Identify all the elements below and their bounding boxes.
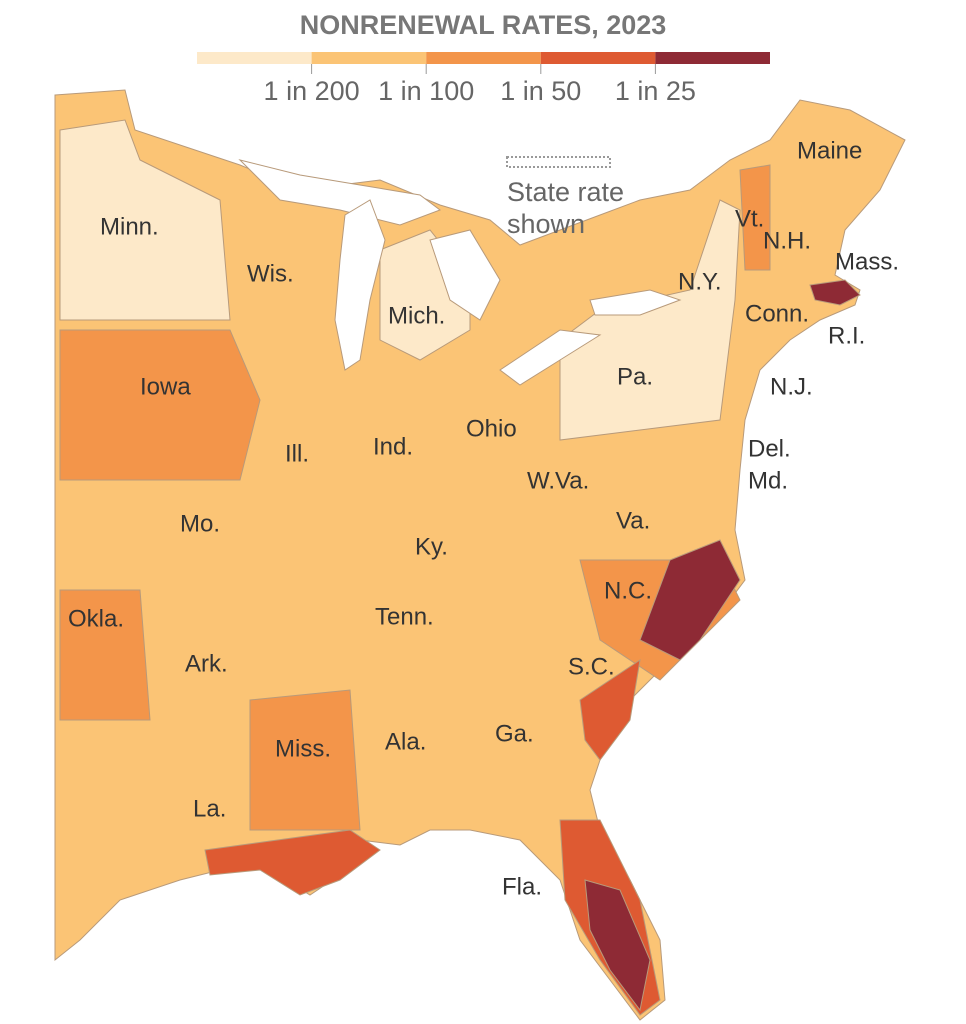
state-label: Ala. bbox=[385, 728, 426, 755]
lake bbox=[499, 329, 602, 386]
state-label: Pa. bbox=[617, 363, 653, 390]
state-label: Del. bbox=[748, 435, 791, 462]
top-region bbox=[584, 879, 651, 1012]
state-label: Mass. bbox=[835, 248, 899, 275]
state-label: Va. bbox=[616, 507, 650, 534]
legend-swatch bbox=[311, 52, 427, 64]
lake bbox=[429, 229, 501, 321]
legend-swatch bbox=[197, 52, 312, 64]
legend-label: 1 in 100 bbox=[378, 76, 474, 106]
state-label: La. bbox=[193, 795, 226, 822]
state-label: N.H. bbox=[763, 227, 811, 254]
mid-region bbox=[739, 164, 771, 271]
state-label: R.I. bbox=[828, 322, 865, 349]
state-label: Mich. bbox=[388, 302, 445, 329]
state-label: N.C. bbox=[604, 577, 652, 604]
state-label: Fla. bbox=[502, 873, 542, 900]
pattern-swatch bbox=[506, 156, 611, 168]
high-region bbox=[204, 829, 381, 896]
lake bbox=[334, 199, 386, 371]
state-label: Ark. bbox=[185, 650, 228, 677]
legend-label: 1 in 25 bbox=[615, 76, 696, 106]
title: NONRENEWAL RATES, 2023 bbox=[300, 10, 667, 40]
state-label: Iowa bbox=[140, 373, 191, 400]
state-label: Conn. bbox=[745, 300, 809, 327]
lake bbox=[238, 159, 442, 226]
state-label: Vt. bbox=[735, 205, 764, 232]
state-label: Ind. bbox=[373, 433, 413, 460]
state-label: Tenn. bbox=[375, 603, 434, 630]
state-label: Okla. bbox=[68, 605, 124, 632]
state-label: S.C. bbox=[568, 653, 615, 680]
high-region bbox=[579, 658, 641, 761]
mid-region bbox=[59, 329, 261, 481]
state-label: Minn. bbox=[100, 213, 159, 240]
state-label: Wis. bbox=[247, 260, 294, 287]
land bbox=[54, 89, 906, 1021]
state-label: Miss. bbox=[275, 735, 331, 762]
state-label: N.J. bbox=[770, 373, 813, 400]
state-label: N.Y. bbox=[678, 268, 722, 295]
state-label: Ill. bbox=[285, 440, 309, 467]
state-label: W.Va. bbox=[527, 467, 589, 494]
state-label: Ga. bbox=[495, 720, 534, 747]
lake bbox=[589, 289, 682, 316]
mid-region bbox=[249, 689, 361, 831]
lakes bbox=[238, 159, 682, 386]
state-label: Ohio bbox=[466, 415, 517, 442]
top-region bbox=[639, 539, 741, 661]
state-label: Ky. bbox=[415, 533, 448, 560]
state-label: Mo. bbox=[180, 510, 220, 537]
mid-region bbox=[59, 589, 151, 721]
legend-swatch bbox=[655, 52, 770, 64]
legend-swatch bbox=[540, 52, 656, 64]
pale-region bbox=[59, 119, 231, 321]
legend-swatch bbox=[426, 52, 541, 64]
top-region bbox=[809, 279, 861, 306]
state-label: Maine bbox=[797, 137, 862, 164]
legend-label: 1 in 50 bbox=[500, 76, 581, 106]
legend-label: 1 in 200 bbox=[264, 76, 360, 106]
pattern-note: State rate shown bbox=[507, 177, 625, 239]
state-label: Md. bbox=[748, 467, 788, 494]
